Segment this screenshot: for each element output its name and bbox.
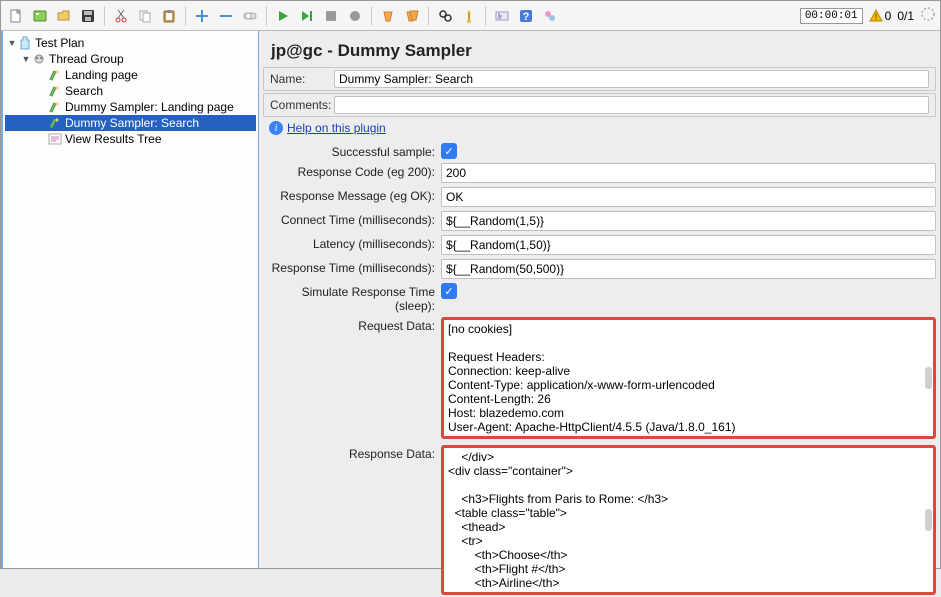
simulate-checkbox[interactable]: ✓ xyxy=(441,283,457,299)
tree-label: Thread Group xyxy=(49,52,124,66)
request-data-textarea[interactable]: [no cookies] Request Headers: Connection… xyxy=(444,320,933,436)
tree-item-label: Landing page xyxy=(65,68,138,82)
panel-title: jp@gc - Dummy Sampler xyxy=(263,35,936,67)
scrollbar[interactable] xyxy=(925,450,932,590)
save-icon[interactable] xyxy=(77,5,99,27)
successful-checkbox[interactable]: ✓ xyxy=(441,143,457,159)
content-panel: jp@gc - Dummy Sampler Name: Comments: i … xyxy=(259,31,940,568)
tree-toggle-icon[interactable]: ▼ xyxy=(21,54,31,64)
comments-label: Comments: xyxy=(270,98,334,112)
response-code-label: Response Code (eg 200): xyxy=(263,163,441,179)
separator-icon xyxy=(371,6,372,26)
successful-label: Successful sample: xyxy=(263,143,441,159)
comments-input[interactable] xyxy=(334,96,929,114)
results-tree-icon xyxy=(47,132,63,146)
shutdown-icon[interactable] xyxy=(344,5,366,27)
collapse-icon[interactable] xyxy=(215,5,237,27)
start-no-pause-icon[interactable] xyxy=(296,5,318,27)
copy-icon[interactable] xyxy=(134,5,156,27)
sampler-icon xyxy=(47,84,63,98)
tree-item[interactable]: Dummy Sampler: Landing page xyxy=(5,99,256,115)
new-icon[interactable] xyxy=(5,5,27,27)
sampler-icon xyxy=(47,116,63,130)
tree-item-label: Dummy Sampler: Search xyxy=(65,116,199,130)
start-icon[interactable] xyxy=(272,5,294,27)
testplan-icon xyxy=(17,36,33,50)
response-data-label: Response Data: xyxy=(263,445,441,461)
templates-icon[interactable] xyxy=(29,5,51,27)
latency-input[interactable] xyxy=(441,235,936,255)
toggle-icon[interactable] xyxy=(239,5,261,27)
threadgroup-icon xyxy=(31,52,47,66)
tree-item[interactable]: Landing page xyxy=(5,67,256,83)
plugins-icon[interactable] xyxy=(539,5,561,27)
main-split: ▼ Test Plan ▼ Thread Group Landing page S… xyxy=(1,31,940,568)
tree-item-label: Dummy Sampler: Landing page xyxy=(65,100,234,114)
separator-icon xyxy=(104,6,105,26)
svg-text:?: ? xyxy=(523,11,530,23)
name-label: Name: xyxy=(270,72,334,86)
elapsed-timer: 00:00:01 xyxy=(800,8,863,24)
reset-search-icon[interactable] xyxy=(458,5,480,27)
svg-text:!: ! xyxy=(874,12,877,22)
name-input[interactable] xyxy=(334,70,929,88)
tree-item[interactable]: Dummy Sampler: Search xyxy=(5,115,256,131)
tree-root[interactable]: ▼ Test Plan xyxy=(5,35,256,51)
help-icon[interactable]: ? xyxy=(515,5,537,27)
scrollbar[interactable] xyxy=(925,322,932,434)
response-code-input[interactable] xyxy=(441,163,936,183)
tree-item[interactable]: View Results Tree xyxy=(5,131,256,147)
cut-icon[interactable] xyxy=(110,5,132,27)
latency-label: Latency (milliseconds): xyxy=(263,235,441,251)
separator-icon xyxy=(185,6,186,26)
function-icon[interactable] xyxy=(491,5,513,27)
tree-item[interactable]: Search xyxy=(5,83,256,99)
expand-icon[interactable] xyxy=(191,5,213,27)
separator-icon xyxy=(428,6,429,26)
response-message-label: Response Message (eg OK): xyxy=(263,187,441,203)
request-data-label: Request Data: xyxy=(263,317,441,333)
tree-item-label: Search xyxy=(65,84,103,98)
clear-icon[interactable] xyxy=(377,5,399,27)
thread-count: 0/1 xyxy=(897,9,914,23)
open-icon[interactable] xyxy=(53,5,75,27)
response-time-label: Response Time (milliseconds): xyxy=(263,259,441,275)
tree-panel[interactable]: ▼ Test Plan ▼ Thread Group Landing page S… xyxy=(1,31,259,568)
response-time-input[interactable] xyxy=(441,259,936,279)
separator-icon xyxy=(266,6,267,26)
tree-toggle-icon[interactable]: ▼ xyxy=(7,38,17,48)
info-icon: i xyxy=(269,121,283,135)
separator-icon xyxy=(485,6,486,26)
running-icon xyxy=(920,6,936,25)
clear-all-icon[interactable] xyxy=(401,5,423,27)
connect-time-label: Connect Time (milliseconds): xyxy=(263,211,441,227)
help-link[interactable]: Help on this plugin xyxy=(287,121,386,135)
tree-group[interactable]: ▼ Thread Group xyxy=(5,51,256,67)
simulate-label: Simulate Response Time (sleep): xyxy=(263,283,441,313)
connect-time-input[interactable] xyxy=(441,211,936,231)
warning-icon[interactable]: !0 xyxy=(869,9,892,23)
response-data-textarea[interactable]: </div> <div class="container"> <h3>Fligh… xyxy=(444,448,933,592)
tree-label: Test Plan xyxy=(35,36,84,50)
tree-item-label: View Results Tree xyxy=(65,132,162,146)
sampler-icon xyxy=(47,68,63,82)
toolbar: ? 00:00:01 !0 0/1 xyxy=(1,1,940,31)
stop-icon[interactable] xyxy=(320,5,342,27)
search-icon[interactable] xyxy=(434,5,456,27)
sampler-icon xyxy=(47,100,63,114)
response-message-input[interactable] xyxy=(441,187,936,207)
paste-icon[interactable] xyxy=(158,5,180,27)
